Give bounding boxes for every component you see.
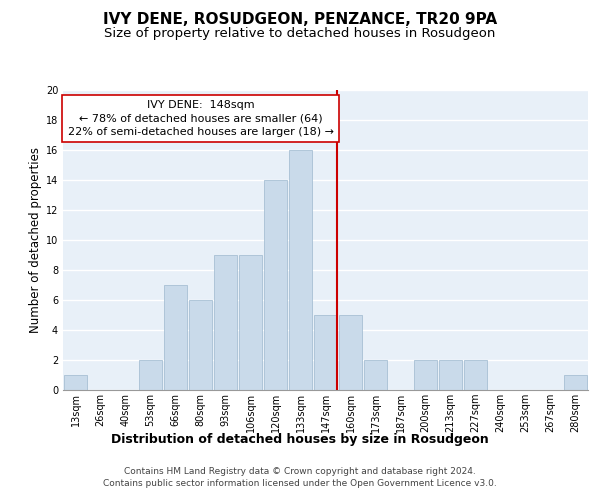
Bar — [289, 150, 312, 390]
Bar — [414, 360, 437, 390]
Bar — [264, 180, 287, 390]
Y-axis label: Number of detached properties: Number of detached properties — [29, 147, 41, 333]
Bar — [364, 360, 387, 390]
Bar — [564, 375, 587, 390]
Text: IVY DENE, ROSUDGEON, PENZANCE, TR20 9PA: IVY DENE, ROSUDGEON, PENZANCE, TR20 9PA — [103, 12, 497, 28]
Text: Contains HM Land Registry data © Crown copyright and database right 2024.
Contai: Contains HM Land Registry data © Crown c… — [103, 466, 497, 487]
Text: Size of property relative to detached houses in Rosudgeon: Size of property relative to detached ho… — [104, 28, 496, 40]
Bar — [64, 375, 87, 390]
Bar — [314, 315, 337, 390]
Bar — [439, 360, 462, 390]
Bar — [339, 315, 362, 390]
Bar — [189, 300, 212, 390]
Bar — [464, 360, 487, 390]
Text: IVY DENE:  148sqm
← 78% of detached houses are smaller (64)
22% of semi-detached: IVY DENE: 148sqm ← 78% of detached house… — [67, 100, 334, 137]
Text: Distribution of detached houses by size in Rosudgeon: Distribution of detached houses by size … — [111, 432, 489, 446]
Bar — [239, 255, 262, 390]
Bar — [164, 285, 187, 390]
Bar — [214, 255, 237, 390]
Bar — [139, 360, 162, 390]
